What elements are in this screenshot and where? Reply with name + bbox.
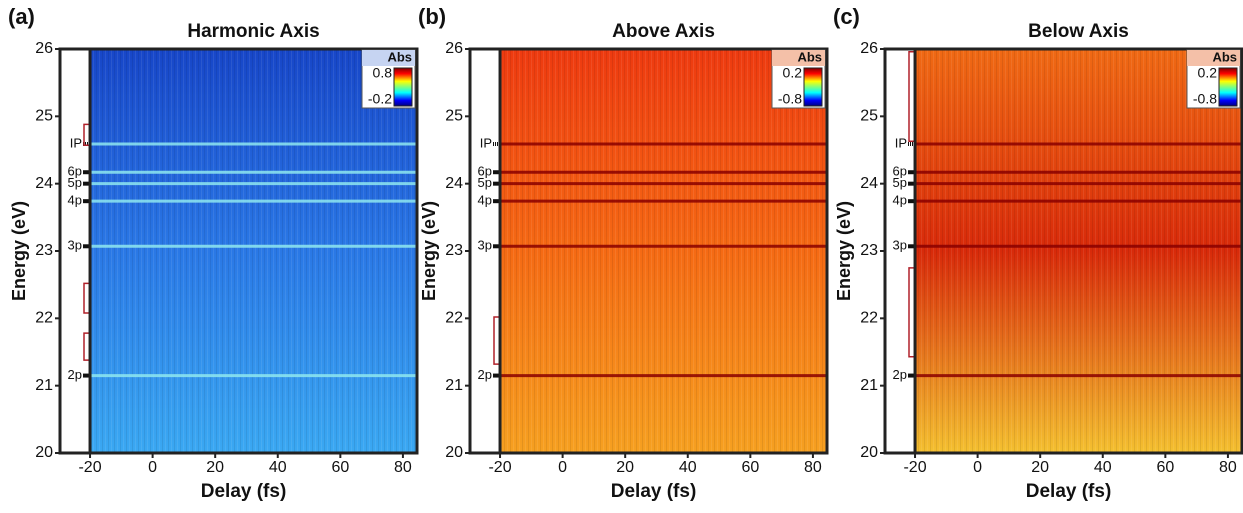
y-tick-label: 21 xyxy=(860,377,878,394)
state-label: 3p xyxy=(68,238,82,253)
state-label: 3p xyxy=(893,238,907,253)
y-tick-label: 23 xyxy=(445,242,463,259)
colorbar-tick-label: -0.8 xyxy=(778,91,802,107)
x-tick-label: 60 xyxy=(1156,459,1174,476)
chart-title: Harmonic Axis xyxy=(187,21,319,42)
y-axis-label: Energy (eV) xyxy=(9,201,29,301)
bracket xyxy=(908,267,914,358)
x-tick-label: 80 xyxy=(804,459,822,476)
x-tick-label: 40 xyxy=(679,459,697,476)
y-tick-label: 24 xyxy=(35,175,53,192)
panel-label: (b) xyxy=(418,4,446,29)
y-tick-label: 20 xyxy=(445,444,463,461)
colorbar-label-bg xyxy=(362,50,415,66)
bracket xyxy=(493,316,499,365)
state-label: 4p xyxy=(893,193,907,208)
colorbar-label: Abs xyxy=(797,49,822,64)
x-tick-label: 80 xyxy=(1219,459,1237,476)
x-tick-label: -20 xyxy=(488,459,511,476)
state-label: 2p xyxy=(893,367,907,382)
y-tick-label: 25 xyxy=(35,108,53,125)
panel-label: (a) xyxy=(8,4,35,29)
colorbar-tick-label: 0.2 xyxy=(1198,65,1218,81)
x-tick-label: 0 xyxy=(148,459,157,476)
state-label: 4p xyxy=(478,193,492,208)
x-axis-label: Delay (fs) xyxy=(201,481,287,502)
state-label: 4p xyxy=(68,193,82,208)
state-label: 5p xyxy=(68,175,82,190)
state-label: 6p xyxy=(893,164,907,179)
state-label: IP xyxy=(70,135,82,150)
x-tick-label: 60 xyxy=(331,459,349,476)
x-axis-label: Delay (fs) xyxy=(611,481,697,502)
x-tick-label: 40 xyxy=(269,459,287,476)
y-tick-label: 24 xyxy=(860,175,878,192)
y-tick-label: 26 xyxy=(445,40,463,57)
chart-title: Below Axis xyxy=(1028,21,1129,42)
y-tick-label: 25 xyxy=(445,108,463,125)
x-tick-label: 20 xyxy=(1031,459,1049,476)
x-tick-label: 20 xyxy=(616,459,634,476)
colorbar xyxy=(803,67,823,107)
bracket xyxy=(83,282,89,314)
y-tick-label: 22 xyxy=(860,310,878,327)
colorbar-label: Abs xyxy=(387,49,412,64)
bracket xyxy=(83,332,89,361)
bracket xyxy=(908,50,914,142)
y-tick-label: 23 xyxy=(860,242,878,259)
colorbar-tick-label: -0.2 xyxy=(368,91,392,107)
state-label: 6p xyxy=(478,164,492,179)
y-tick-label: 21 xyxy=(445,377,463,394)
y-axis-label: Energy (eV) xyxy=(834,201,854,301)
state-label: IP xyxy=(480,135,492,150)
heatmap-texture xyxy=(915,49,1242,453)
y-tick-label: 23 xyxy=(35,242,53,259)
state-label: 6p xyxy=(68,164,82,179)
panel-label: (c) xyxy=(833,4,860,29)
heatmap-texture xyxy=(90,49,418,453)
state-label: 3p xyxy=(478,238,492,253)
y-axis-label: Energy (eV) xyxy=(419,201,439,301)
y-tick-label: 20 xyxy=(860,444,878,461)
colorbar-label-bg xyxy=(772,50,825,66)
y-tick-label: 22 xyxy=(445,310,463,327)
colorbar-tick-label: -0.8 xyxy=(1193,91,1217,107)
x-tick-label: 0 xyxy=(558,459,567,476)
y-tick-label: 25 xyxy=(860,108,878,125)
y-tick-label: 22 xyxy=(35,310,53,327)
x-tick-label: -20 xyxy=(903,459,926,476)
x-tick-label: 20 xyxy=(206,459,224,476)
x-tick-label: 60 xyxy=(741,459,759,476)
colorbar-label: Abs xyxy=(1212,49,1237,64)
colorbar-tick-label: 0.2 xyxy=(783,65,803,81)
chart-title: Above Axis xyxy=(612,21,715,42)
state-label: 5p xyxy=(478,175,492,190)
y-tick-label: 24 xyxy=(445,175,463,192)
y-tick-label: 26 xyxy=(35,40,53,57)
colorbar-tick-label: 0.8 xyxy=(373,65,393,81)
y-tick-label: 21 xyxy=(35,377,53,394)
heatmap-texture xyxy=(500,49,827,453)
x-tick-label: 40 xyxy=(1094,459,1112,476)
colorbar xyxy=(393,67,413,107)
state-label: 2p xyxy=(478,367,492,382)
x-tick-label: -20 xyxy=(78,459,101,476)
state-label: 5p xyxy=(893,175,907,190)
x-axis-label: Delay (fs) xyxy=(1026,481,1112,502)
y-tick-label: 26 xyxy=(860,40,878,57)
x-tick-label: 80 xyxy=(394,459,412,476)
state-label: IP xyxy=(895,135,907,150)
x-tick-label: 0 xyxy=(973,459,982,476)
state-label: 2p xyxy=(68,367,82,382)
bracket xyxy=(83,123,89,147)
colorbar-label-bg xyxy=(1187,50,1240,66)
colorbar xyxy=(1218,67,1238,107)
y-tick-label: 20 xyxy=(35,444,53,461)
